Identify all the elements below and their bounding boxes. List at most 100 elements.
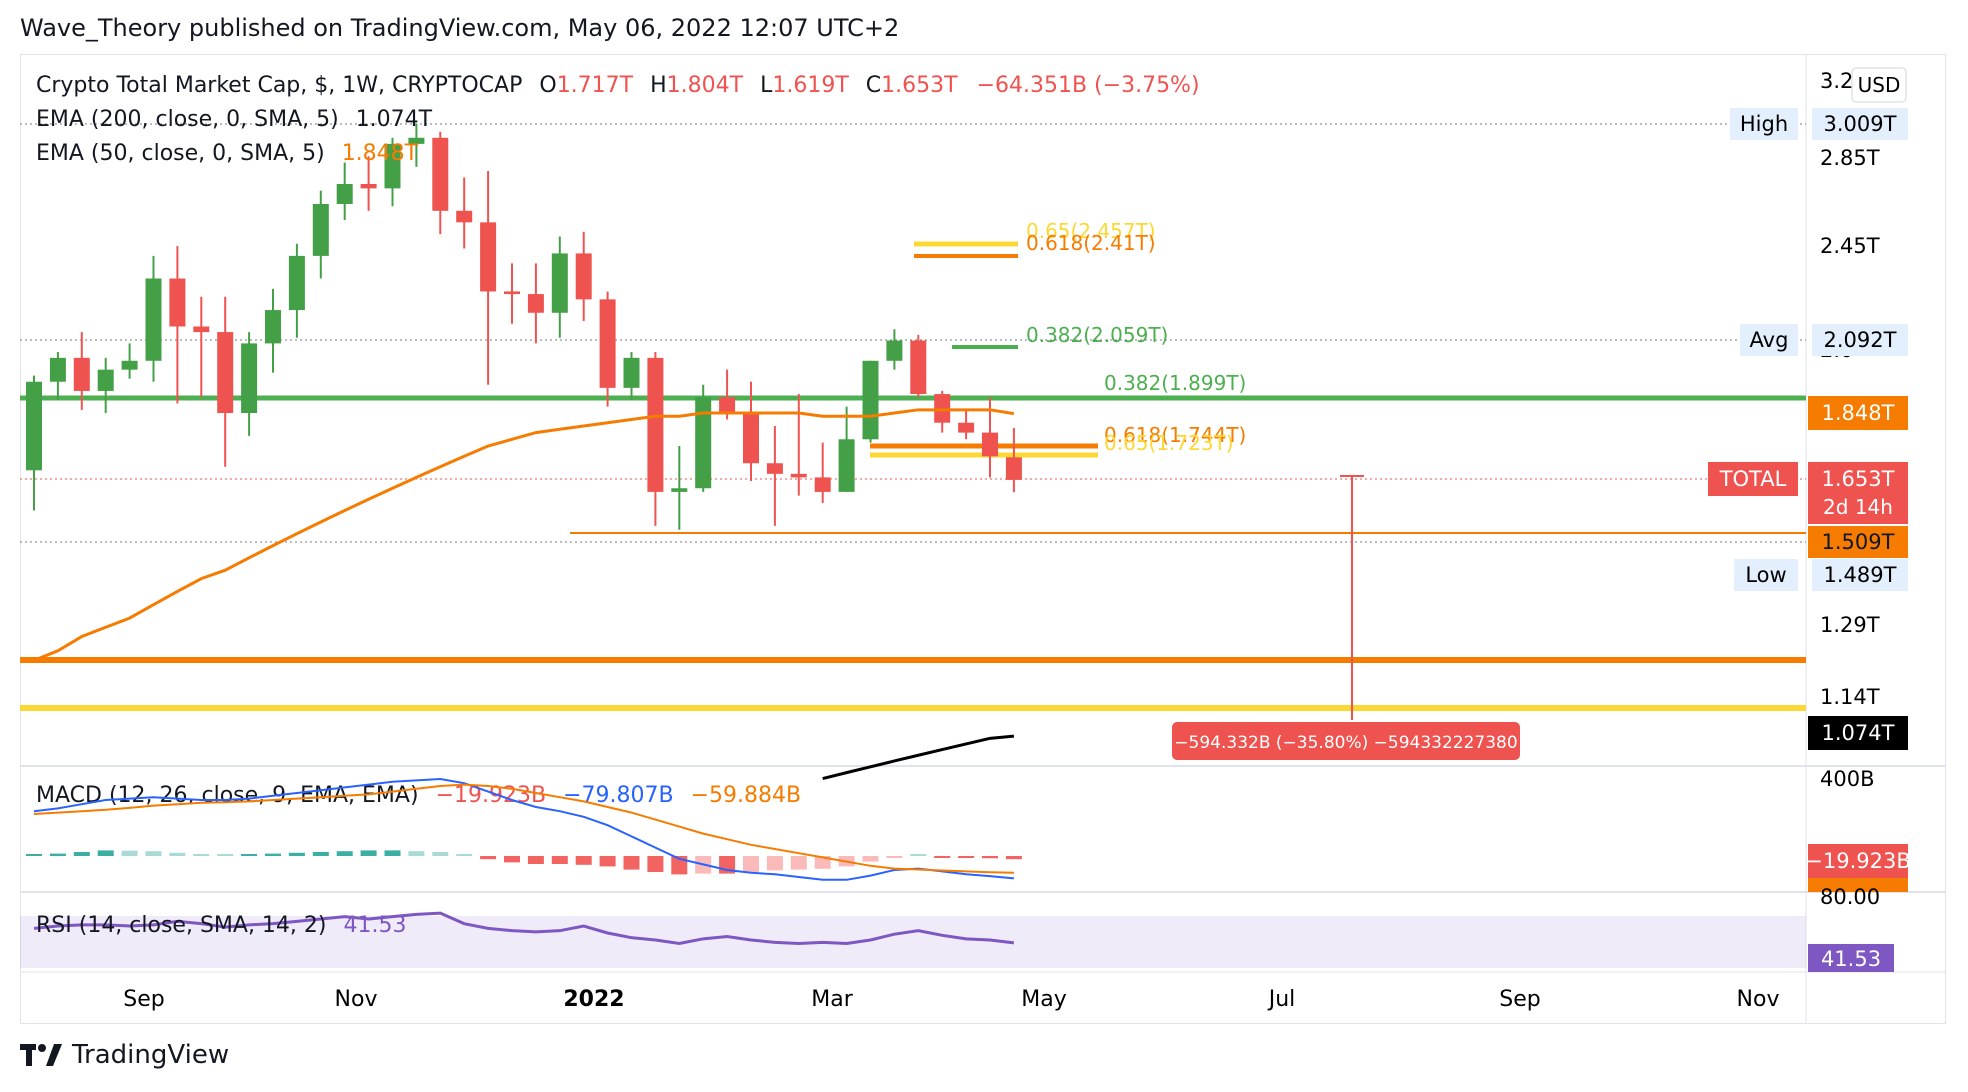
candle-up[interactable] [121, 360, 138, 370]
candle-up[interactable] [97, 369, 114, 391]
macd-legend[interactable]: MACD (12, 26, close, 9, EMA, EMA) −19.92… [36, 783, 801, 808]
candle-up[interactable] [623, 357, 640, 388]
macd-histogram-bar[interactable] [527, 856, 544, 864]
candle-down[interactable] [480, 222, 497, 292]
macd-histogram-bar[interactable] [480, 856, 497, 860]
macd-histogram-bar[interactable] [408, 851, 425, 856]
candle-down[interactable] [647, 357, 664, 492]
candle-down[interactable] [456, 210, 473, 223]
macd-histogram-bar[interactable] [790, 856, 807, 870]
candle-down[interactable] [504, 291, 520, 295]
legend-row-ema200[interactable]: EMA (200, close, 0, SMA, 5) 1.074T [36, 107, 433, 132]
candle-down[interactable] [432, 137, 449, 211]
macd-histogram-bar[interactable] [766, 856, 783, 871]
macd-histogram-bar[interactable] [49, 853, 66, 856]
candle-up[interactable] [26, 381, 42, 471]
candle-down[interactable] [527, 294, 544, 313]
macd-histogram-bar[interactable] [1005, 856, 1022, 860]
candle-up[interactable] [336, 183, 353, 204]
candle-down[interactable] [575, 253, 592, 300]
candle-up[interactable] [384, 143, 401, 189]
macd-line[interactable] [33, 777, 1014, 881]
macd-histogram-bar[interactable] [73, 852, 90, 856]
ema50-legend-value: 1.848T [342, 141, 419, 166]
macd-histogram-bar[interactable] [26, 854, 42, 856]
measure-label-box[interactable] [1172, 722, 1520, 760]
candle-up[interactable] [862, 360, 879, 440]
macd-histogram-bar[interactable] [169, 852, 186, 856]
time-tick-nov-2: Nov [1737, 987, 1780, 1012]
macd-histogram-bar[interactable] [910, 854, 927, 856]
macd-histogram-bar[interactable] [265, 853, 281, 856]
macd-histogram-bar[interactable] [982, 856, 998, 859]
macd-histogram-bar[interactable] [958, 856, 975, 858]
ema50-line[interactable] [33, 408, 1015, 662]
candle-down[interactable] [169, 278, 186, 327]
macd-histogram[interactable] [26, 850, 1022, 875]
macd-histogram-bar[interactable] [97, 850, 114, 856]
tradingview-footer[interactable]: TradingView [20, 1040, 229, 1070]
candle-down[interactable] [360, 183, 377, 189]
candle-down[interactable] [743, 413, 759, 464]
candlestick-series[interactable] [26, 123, 1022, 530]
macd-histogram-bar[interactable] [312, 852, 329, 856]
candle-up[interactable] [265, 310, 281, 344]
macd-histogram-bar[interactable] [862, 856, 879, 862]
macd-histogram-bar[interactable] [934, 856, 951, 858]
macd-histogram-bar[interactable] [145, 851, 162, 856]
macd-histogram-bar[interactable] [193, 854, 210, 856]
candle-down[interactable] [982, 432, 998, 457]
candle-up[interactable] [671, 488, 688, 492]
candle-down[interactable] [193, 326, 210, 333]
macd-histogram-bar[interactable] [575, 856, 592, 865]
candle-down[interactable] [958, 422, 975, 433]
rsi-line[interactable] [33, 911, 1015, 946]
support-price-value: 1.509T [1822, 530, 1895, 554]
macd-histogram-bar[interactable] [432, 852, 449, 856]
candle-down[interactable] [766, 463, 783, 474]
macd-histogram-bar[interactable] [886, 856, 903, 858]
macd-histogram-bar[interactable] [743, 856, 759, 872]
macd-histogram-bar[interactable] [360, 850, 377, 856]
candle-down[interactable] [910, 340, 927, 395]
macd-histogram-bar[interactable] [623, 856, 640, 870]
macd-histogram-bar[interactable] [814, 856, 831, 869]
candle-up[interactable] [886, 340, 903, 361]
macd-histogram-bar[interactable] [121, 850, 138, 856]
candle-up[interactable] [49, 357, 66, 382]
legend-row-ema50[interactable]: EMA (50, close, 0, SMA, 5) 1.848T [36, 141, 419, 166]
candle-up[interactable] [551, 253, 568, 313]
time-tick-2022: 2022 [563, 987, 624, 1012]
high-label: High [1740, 112, 1788, 136]
macd-histogram-bar[interactable] [241, 854, 258, 856]
macd-histogram-bar[interactable] [647, 856, 664, 872]
candle-up[interactable] [408, 137, 425, 144]
macd-histogram-bar[interactable] [384, 850, 401, 856]
candle-down[interactable] [217, 332, 234, 414]
candle-up[interactable] [312, 203, 329, 256]
candle-down[interactable] [73, 357, 90, 391]
macd-histogram-bar[interactable] [217, 854, 234, 856]
currency-button[interactable] [1851, 67, 1907, 103]
macd-signal-line[interactable] [33, 783, 1014, 874]
candle-up[interactable] [695, 397, 712, 489]
rsi-legend[interactable]: RSI (14, close, SMA, 14, 2) 41.53 [36, 913, 406, 938]
ema200-legend-value: 1.074T [356, 107, 433, 132]
candle-down[interactable] [599, 299, 616, 388]
candle-down[interactable] [790, 473, 807, 478]
candle-up[interactable] [288, 255, 305, 311]
candle-down[interactable] [719, 397, 736, 414]
candle-down[interactable] [1005, 457, 1022, 480]
macd-histogram-bar[interactable] [551, 856, 568, 864]
candle-up[interactable] [145, 278, 162, 361]
macd-histogram-bar[interactable] [504, 856, 520, 863]
candle-up[interactable] [241, 343, 258, 414]
macd-histogram-bar[interactable] [456, 854, 473, 856]
candle-up[interactable] [838, 439, 855, 492]
macd-histogram-bar[interactable] [599, 856, 616, 867]
candle-down[interactable] [814, 477, 831, 492]
ema200-line[interactable] [822, 734, 1015, 780]
macd-histogram-bar[interactable] [336, 851, 353, 856]
macd-histogram-bar[interactable] [288, 852, 305, 856]
